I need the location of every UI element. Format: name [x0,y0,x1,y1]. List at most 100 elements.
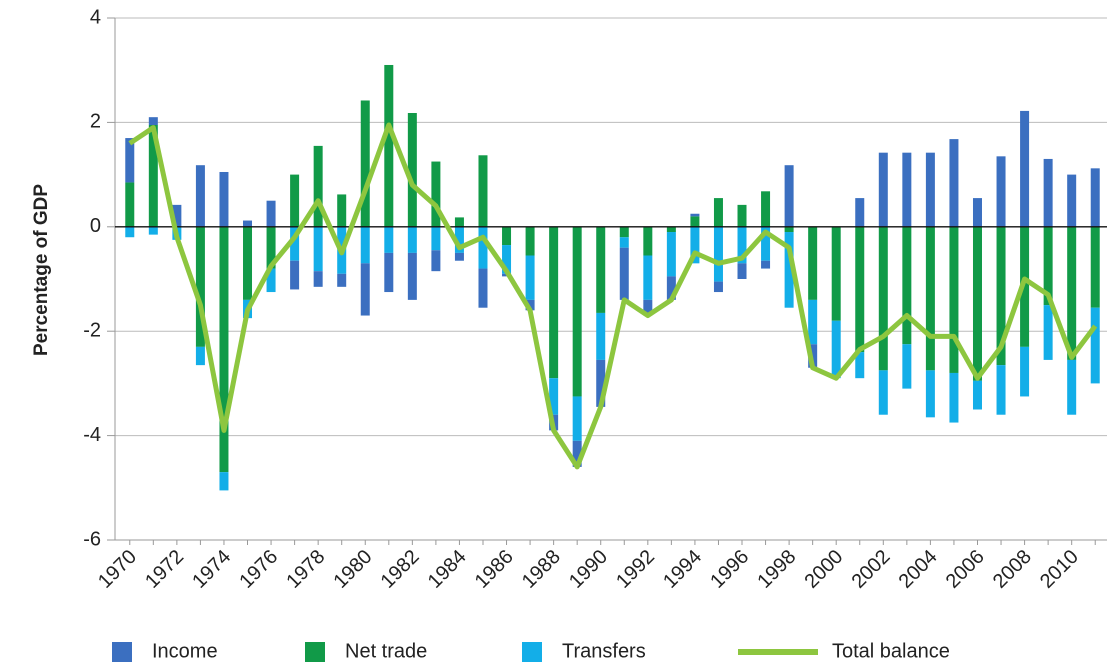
bar-segment [808,299,818,345]
bar-segment [125,226,135,238]
bar-segment [478,155,488,227]
bar-segment [643,299,653,316]
bar-segment [337,273,347,287]
bar-segment [996,365,1006,415]
bar-segment [761,226,771,261]
bar-segment [525,226,535,256]
x-tick-label: 1974 [188,546,235,593]
x-tick-label: 2004 [895,546,942,593]
bar-segment [902,226,912,345]
bar-segment [855,226,865,353]
bar-segment [1020,110,1030,227]
legend-swatch [522,642,542,662]
bar-segment [713,198,723,227]
bar-segment [454,252,464,261]
bar-segment [596,226,606,313]
bar-segment [596,312,606,360]
bar-segment [243,220,253,227]
bar-segment [431,161,441,227]
bar-segment [549,226,559,379]
bar-segment [619,247,629,300]
bar-segment [195,346,205,366]
bar-segment [878,370,888,415]
bar-segment [902,152,912,227]
bar-segment [855,198,865,227]
x-tick-label: 1976 [235,546,282,593]
x-tick-label: 2000 [800,546,847,593]
bar-segment [855,352,865,379]
bar-segment [313,145,323,227]
x-tick-label: 1998 [753,546,800,593]
bar-segment [360,226,370,264]
legend-label: Income [152,640,218,662]
bar-segment [925,226,935,371]
y-tick-label: -2 [83,319,101,341]
y-tick-label: 2 [90,111,101,133]
bar-segment [737,204,747,227]
bar-segment [1043,158,1053,227]
bar-segment [125,138,135,183]
bar-segment [784,165,794,227]
bar-segment [266,268,276,293]
bar-segment [737,226,747,264]
bar-segment [1090,307,1100,384]
bar-segment [290,260,300,290]
bar-segment [243,226,253,300]
bar-segment [972,198,982,227]
bar-segment [266,200,276,227]
bar-segment [784,226,794,233]
x-tick-label: 1978 [282,546,329,593]
bar-segment [619,237,629,248]
bar-segment [384,252,394,293]
bar-segment [478,226,488,269]
x-tick-label: 2008 [989,546,1036,593]
bar-segment [831,320,841,379]
bar-segment [925,370,935,418]
bar-segment [290,226,300,261]
y-axis-label: Percentage of GDP [31,184,52,356]
bar-segment [690,213,700,217]
bar-segment [384,226,394,253]
x-tick-label: 1980 [329,546,376,593]
bar-segment [219,226,229,473]
x-tick-label: 1972 [141,546,188,593]
bar-segment [549,378,559,415]
bar-segment [572,226,582,397]
x-tick-label: 1988 [518,546,565,593]
bar-segment [831,226,841,321]
bar-segment [713,281,723,293]
bar-segment [949,372,959,423]
bar-segment [337,194,347,227]
x-tick-label: 1992 [612,546,659,593]
bar-segment [1067,359,1077,415]
bar-segment [784,232,794,308]
bar-segment [1090,168,1100,227]
bar-segment [454,226,464,253]
bar-segment [360,100,370,227]
bar-segment [431,250,441,272]
bar-segment [643,255,653,300]
x-tick-label: 1970 [94,546,141,593]
bar-segment [878,226,888,371]
bar-segment [384,64,394,227]
legend-label: Net trade [345,640,427,662]
bar-segment [360,263,370,316]
bar-segment [313,271,323,287]
bar-segment [666,232,676,277]
bar-segment [195,226,205,347]
bar-segment [808,226,818,300]
bar-segment [1043,226,1053,306]
bar-segment [878,152,888,227]
bar-segment [431,226,441,251]
x-tick-label: 2006 [942,546,989,593]
bar-segment [195,165,205,227]
bar-segment [1020,226,1030,347]
bar-segment [219,171,229,227]
x-tick-label: 2010 [1036,546,1083,593]
bar-segment [1020,346,1030,397]
bar-segment [666,276,676,300]
bar-segment [690,216,700,227]
bar-segment [972,226,982,381]
bar-segment [148,117,158,126]
